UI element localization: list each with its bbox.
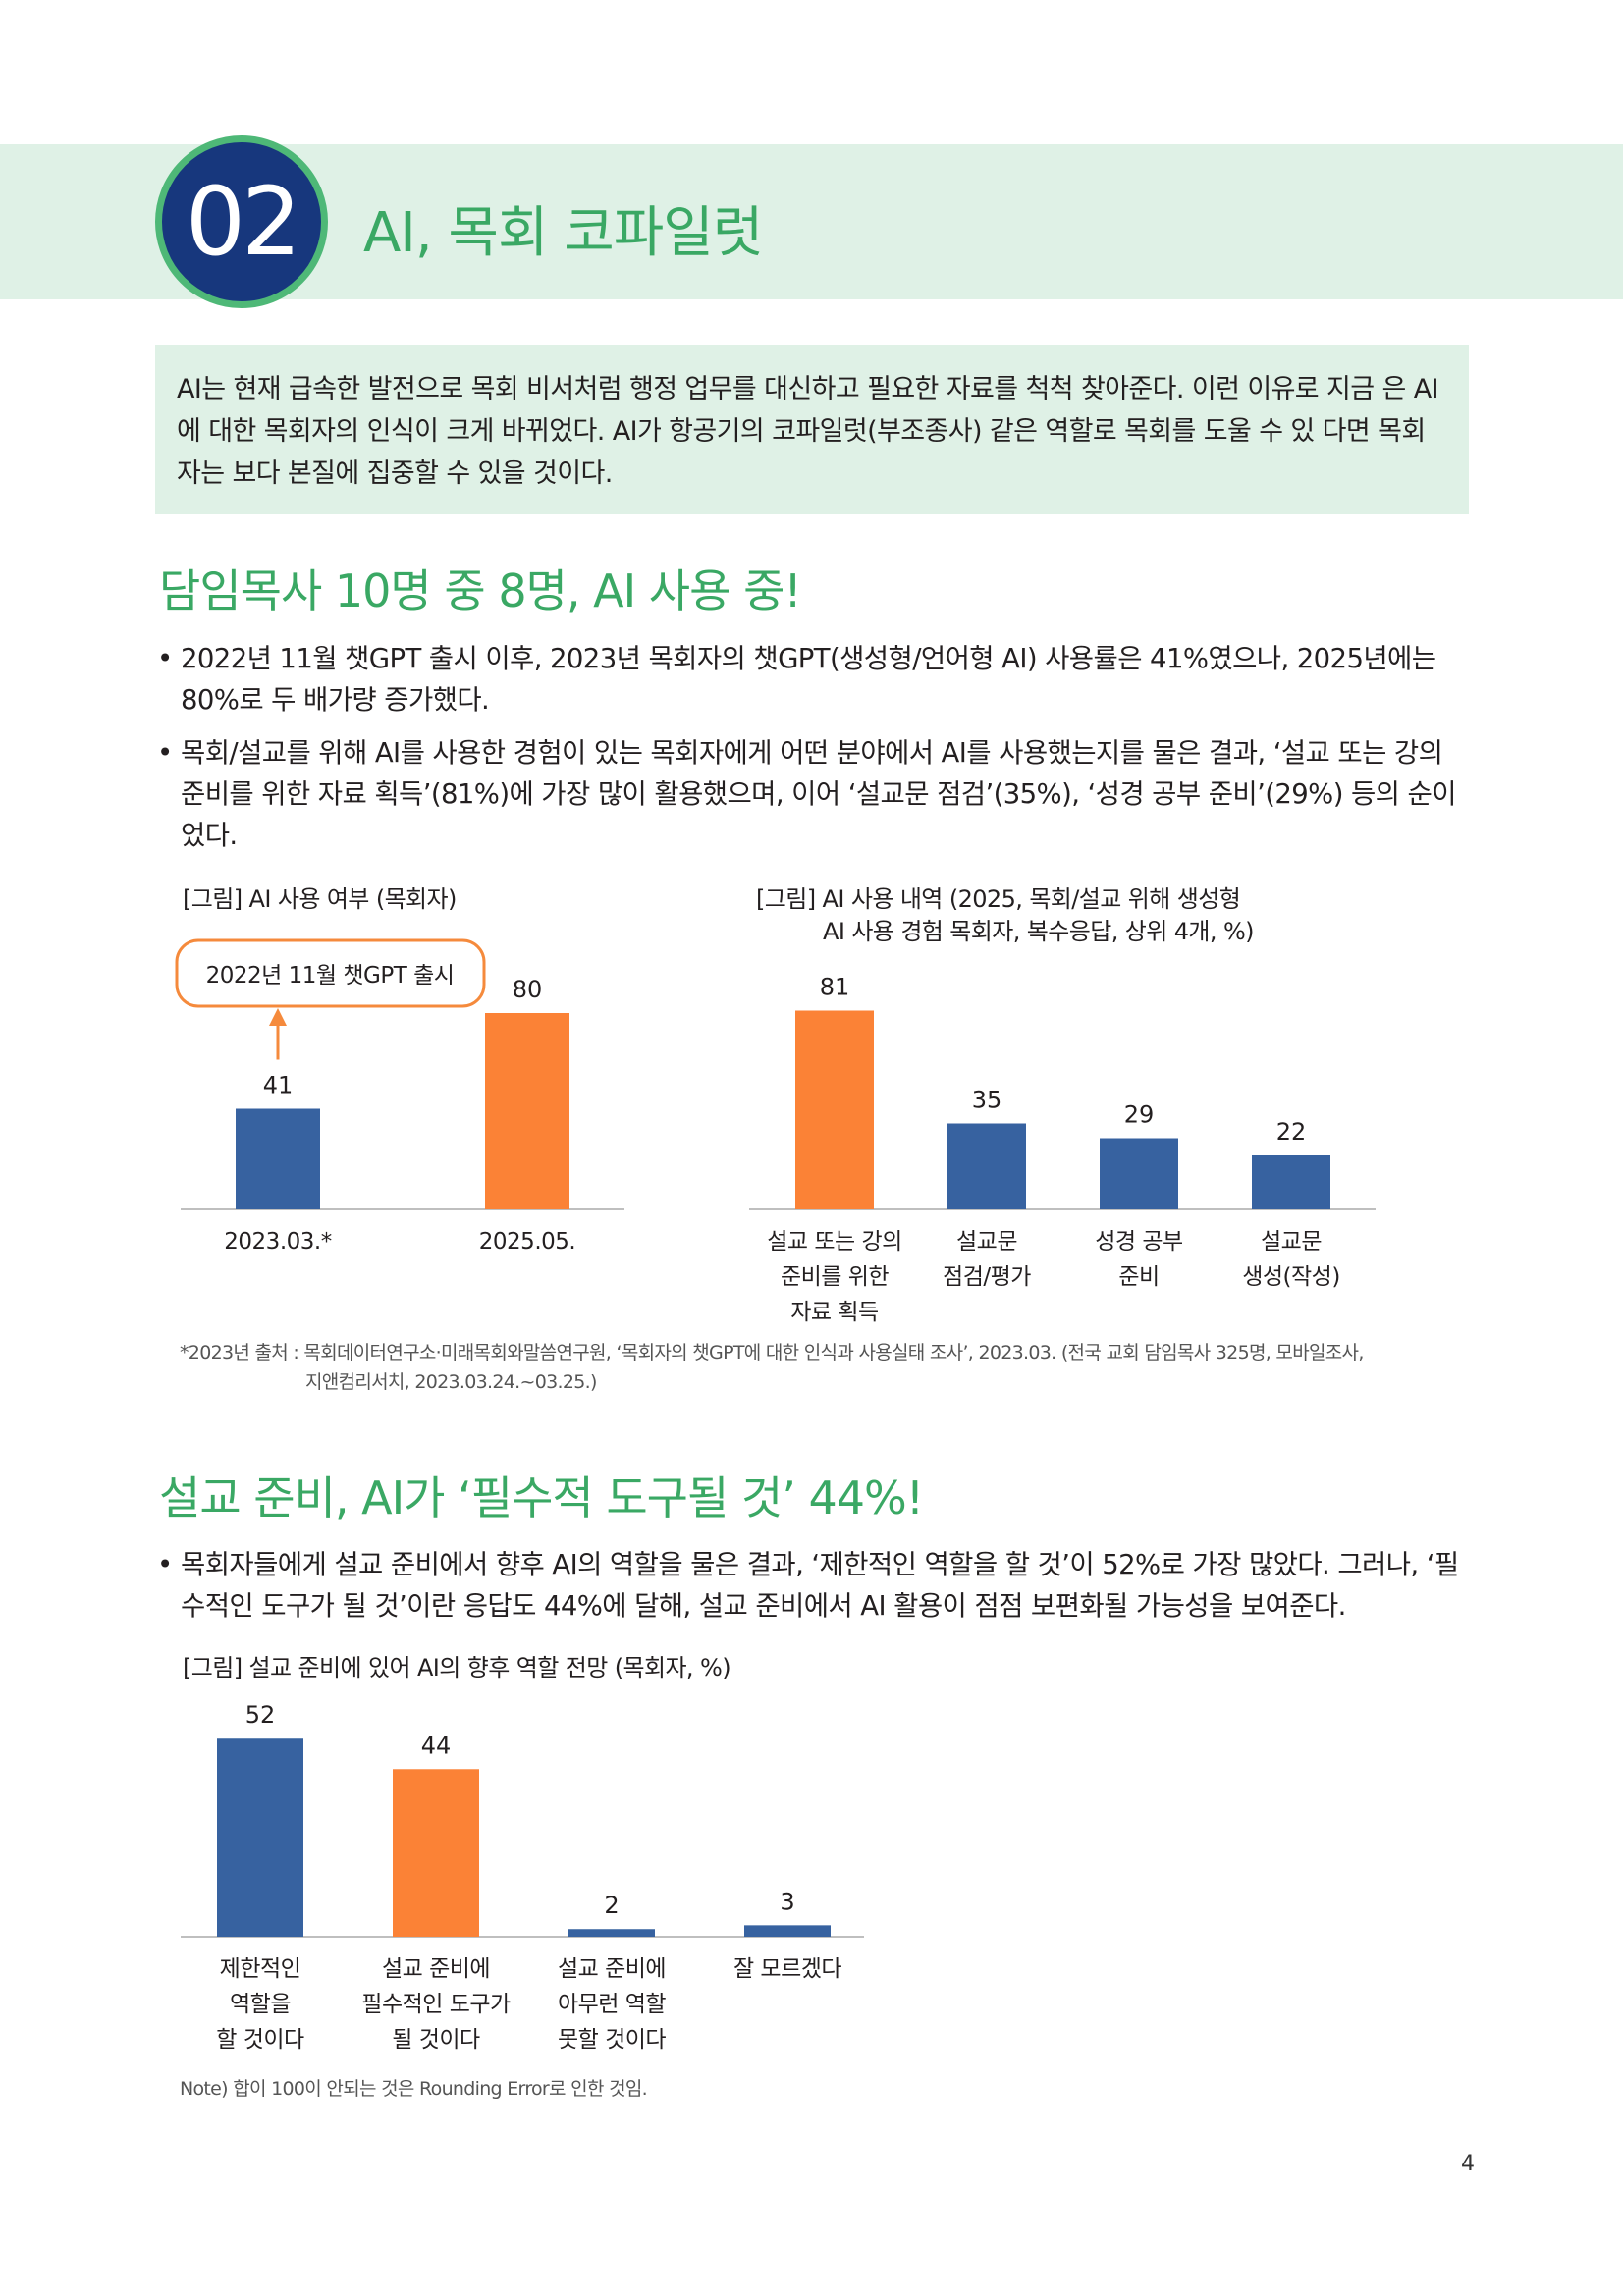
- part1-heading: 담임목사 10명 중 8명, AI 사용 중!: [159, 564, 802, 617]
- chart2-title-line2: AI 사용 경험 목회자, 복수응답, 상위 4개, %): [823, 918, 1255, 945]
- part2-heading: 설교 준비, AI가 ‘필수적 도구될 것’ 44%!: [159, 1471, 924, 1524]
- annotation-callout-text: 2022년 11월 챗GPT 출시: [206, 963, 455, 988]
- bar-value-label-2: 44: [421, 1732, 452, 1759]
- source-line-1: *2023년 출처 : 목회데이터연구소·미래목회와말씀연구원, ‘목회자의 챗…: [180, 1342, 1364, 1363]
- category-label-1-line-3: 자료 획득: [790, 1300, 878, 1325]
- bar-value-label-4: 3: [780, 1888, 794, 1915]
- bar-value-label-1: 52: [245, 1701, 276, 1729]
- part1-bullet-1: 2022년 11월 챗GPT 출시 이후, 2023년 목회자의 챗GPT(생성…: [157, 638, 1473, 721]
- summary-box: AI는 현재 급속한 발전으로 목회 비서처럼 행정 업무를 대신하고 필요한 …: [155, 345, 1469, 514]
- part2-bullet-1: 목회자들에게 설교 준비에서 향후 AI의 역할을 물은 결과, ‘제한적인 역…: [157, 1544, 1473, 1627]
- category-label-1-line-2: 준비를 위한: [781, 1264, 889, 1290]
- bar-value-label-2: 35: [972, 1087, 1002, 1114]
- bar-3: [1100, 1138, 1178, 1209]
- bar-value-label-1: 41: [263, 1072, 294, 1099]
- part1-bullets: 2022년 11월 챗GPT 출시 이후, 2023년 목회자의 챗GPT(생성…: [157, 638, 1473, 868]
- bar-1: [795, 1010, 874, 1209]
- bar-4: [1252, 1155, 1330, 1209]
- bar-value-label-3: 29: [1124, 1101, 1155, 1129]
- category-label-3-line-1: 설교 준비에: [558, 1956, 666, 1982]
- section-number-badge: 02: [155, 135, 328, 308]
- category-label-3-line-3: 못할 것이다: [558, 2027, 666, 2053]
- category-label-4-line-1: 잘 모르겠다: [733, 1956, 841, 1982]
- annotation-arrow-head: [269, 1008, 287, 1026]
- chart1-title: [그림] AI 사용 여부 (목회자): [183, 885, 457, 913]
- category-label-3-line-2: 아무런 역할: [558, 1992, 666, 2017]
- section-number: 02: [185, 167, 301, 277]
- bar-value-label-1: 81: [820, 974, 850, 1001]
- bar-3: [568, 1929, 655, 1937]
- source-line-2: 지앤컴리서치, 2023.03.24.~03.25.): [305, 1371, 597, 1393]
- category-label-1-line-1: 제한적인: [220, 1956, 301, 1982]
- bar-4: [744, 1925, 831, 1937]
- source-note: *2023년 출처 : 목회데이터연구소·미래목회와말씀연구원, ‘목회자의 챗…: [180, 1338, 1476, 1397]
- category-label-3-line-1: 성경 공부: [1095, 1229, 1182, 1255]
- category-label-1-line-3: 할 것이다: [216, 2027, 304, 2053]
- category-label-4-line-1: 설교문: [1261, 1229, 1322, 1255]
- category-label-2-line-1: 설교 준비에: [382, 1956, 490, 1982]
- category-label-1-line-2: 역할을: [230, 1992, 291, 2017]
- category-label-2-line-3: 될 것이다: [392, 2027, 480, 2053]
- bar-2: [485, 1013, 569, 1209]
- bar-value-label-2: 80: [513, 976, 543, 1003]
- category-label-2-line-1: 2025.05.: [479, 1229, 575, 1255]
- category-label-2-line-2: 점검/평가: [943, 1264, 1031, 1290]
- part1-bullet-2: 목회/설교를 위해 AI를 사용한 경험이 있는 목회자에게 어떤 분야에서 A…: [157, 732, 1473, 856]
- category-label-3-line-2: 준비: [1118, 1264, 1159, 1290]
- bar-2: [393, 1769, 479, 1937]
- bar-1: [236, 1108, 320, 1209]
- chart1-ai-usage: 41 2023.03.* 80 2025.05. 2022년 11월 챗GPT 출시: [175, 938, 624, 1255]
- part2-bullets: 목회자들에게 설교 준비에서 향후 AI의 역할을 물은 결과, ‘제한적인 역…: [157, 1544, 1473, 1638]
- category-label-1-line-1: 2023.03.*: [224, 1229, 331, 1255]
- rounding-note: Note) 합이 100이 안되는 것은 Rounding Error로 인한 …: [180, 2078, 648, 2100]
- category-label-4-line-2: 생성(작성): [1242, 1264, 1340, 1290]
- bar-1: [217, 1738, 303, 1937]
- bar-value-label-4: 22: [1276, 1118, 1307, 1146]
- bar-2: [947, 1123, 1026, 1209]
- category-label-1-line-1: 설교 또는 강의: [767, 1229, 902, 1255]
- chart3-title: [그림] 설교 준비에 있어 AI의 향후 역할 전망 (목회자, %): [183, 1654, 731, 1682]
- section-title: AI, 목회 코파일럿: [363, 201, 763, 265]
- chart2-title-line1: [그림] AI 사용 내역 (2025, 목회/설교 위해 생성형: [756, 885, 1241, 913]
- category-label-2-line-2: 필수적인 도구가: [361, 1992, 511, 2017]
- summary-text: AI는 현재 급속한 발전으로 목회 비서처럼 행정 업무를 대신하고 필요한 …: [177, 374, 1439, 489]
- category-label-2-line-1: 설교문: [956, 1229, 1017, 1255]
- annotation-callout-box: [175, 938, 486, 1008]
- bar-value-label-3: 2: [604, 1892, 619, 1919]
- page-number: 4: [1461, 2152, 1475, 2176]
